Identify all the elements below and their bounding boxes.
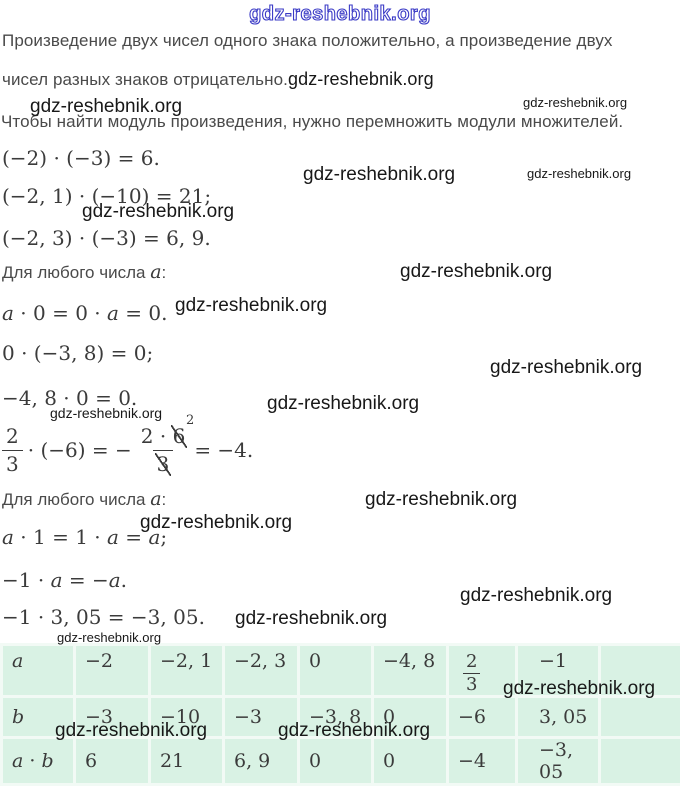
table-cell (598, 694, 680, 739)
table-cell: 21 (148, 735, 225, 786)
watermark: gdz-reshebnik.org (527, 166, 632, 181)
table-cell (598, 643, 680, 698)
fraction-two-thirds: 2 3 (463, 651, 481, 693)
watermark: gdz-reshebnik.org (140, 512, 293, 533)
formula-9: −1 · 3, 05 = −3, 05. (2, 605, 205, 629)
formula-2: (−2, 1) · (−10) = 21; (2, 184, 212, 208)
table-cell-fraction: 2 3 (446, 643, 518, 698)
cancel-superscript: 2 (186, 412, 195, 428)
row-label: b (0, 694, 76, 739)
fraction-denominator: 3 (2, 449, 23, 475)
watermark: gdz-reshebnik.org (30, 96, 183, 117)
cancelled-three: 3 (154, 451, 172, 476)
rule-text-line3: Чтобы найти модуль произведения, нужно п… (1, 112, 624, 131)
formula-6: −4, 8 · 0 = 0. (2, 386, 138, 410)
cancelled-value: 3 (156, 451, 170, 476)
table-row-b: b −3 −10 −3 −3, 8 0 −6 3, 05 (0, 694, 680, 739)
watermark: gdz-reshebnik.org (57, 630, 162, 645)
table-cell: 0 (297, 735, 374, 786)
watermark: gdz-reshebnik.org (267, 393, 420, 414)
table-cell: −2, 3 (222, 643, 300, 698)
fraction-denominator: 3 (152, 449, 174, 476)
rule-text-line1: Произведение двух чисел одного знака пол… (2, 31, 613, 50)
table-cell: −10 (148, 694, 225, 739)
table-cell: −4 (446, 735, 518, 786)
rule-paragraph-sign: Произведение двух чисел одного знака пол… (2, 31, 613, 51)
watermark: gdz-reshebnik.org (278, 720, 431, 741)
table-cell (598, 735, 680, 786)
table-cell: −1 (515, 643, 601, 698)
table-cell: 6, 9 (222, 735, 300, 786)
row-label: a · b (0, 735, 76, 786)
watermark: gdz-reshebnik.org (287, 69, 434, 89)
rule-paragraph-sign-2: чисел разных знаков отрицательно.gdz-res… (2, 69, 434, 90)
watermark: gdz-reshebnik.org (490, 357, 643, 378)
watermark: gdz-reshebnik.org (400, 261, 553, 282)
formula-7: a · 1 = 1 · a = a; (2, 525, 168, 549)
watermark-outlined: gdz-reshebnik.org (249, 2, 431, 25)
formula-4: a · 0 = 0 · a = 0. (2, 301, 168, 325)
table-cell: 3, 05 (515, 694, 601, 739)
table-cell: 0 (371, 694, 449, 739)
watermark: gdz-reshebnik.org (503, 678, 656, 699)
fraction-two-thirds: 2 3 (2, 423, 23, 475)
table-cell: −3, 05 (515, 735, 601, 786)
formula-middle: · (−6) = − (27, 438, 132, 462)
formula-1: (−2) · (−3) = 6. (2, 146, 160, 170)
table-cell: −3 (222, 694, 300, 739)
table-row-product: a · b 6 21 6, 9 0 0 −4 −3, 05 (0, 735, 680, 786)
table-cell: −4, 8 (371, 643, 449, 698)
watermark: gdz-reshebnik.org (175, 295, 328, 316)
any-number-heading-1: Для любого числа a: (2, 261, 167, 283)
table-cell: 0 (371, 735, 449, 786)
any-number-heading-2: Для любого числа a: (2, 488, 167, 510)
watermark: gdz-reshebnik.org (50, 405, 163, 421)
table-row-a: a −2 −2, 1 −2, 3 0 −4, 8 2 3 −1 (0, 643, 680, 698)
numerator-prefix: 2 · (140, 423, 173, 448)
table-cell: −2 (73, 643, 151, 698)
watermark: gdz-reshebnik.org (55, 720, 208, 741)
formula-8: −1 · a = −a. (2, 568, 128, 592)
watermark: gdz-reshebnik.org (303, 164, 456, 185)
table-cell: −2, 1 (148, 643, 225, 698)
table-cell: 6 (73, 735, 151, 786)
table-cell: 0 (297, 643, 374, 698)
products-table: a −2 −2, 1 −2, 3 0 −4, 8 2 3 −1 b −3 −10… (0, 643, 680, 786)
formula-3: (−2, 3) · (−3) = 6, 9. (2, 226, 211, 250)
fraction-numerator: 2 (466, 651, 478, 672)
watermark: gdz-reshebnik.org (365, 489, 518, 510)
rule-text-line2: чисел разных знаков отрицательно. (2, 70, 288, 89)
watermark: gdz-reshebnik.org (523, 95, 628, 110)
table-cell: −3 (73, 694, 151, 739)
table-cell: −6 (446, 694, 518, 739)
formula-result: = −4. (194, 438, 254, 462)
watermark: gdz-reshebnik.org (460, 585, 613, 606)
watermark: gdz-reshebnik.org (235, 608, 388, 629)
formula-5: 0 · (−3, 8) = 0; (2, 341, 154, 365)
fraction-numerator: 2 (6, 423, 19, 448)
cancelled-value: 6 (172, 423, 186, 448)
table-cell: −3, 8 (297, 694, 374, 739)
row-label: a (0, 643, 76, 698)
watermark: gdz-reshebnik.org (82, 201, 235, 222)
fraction-denominator: 3 (463, 672, 481, 693)
rule-paragraph-module: Чтобы найти модуль произведения, нужно п… (1, 112, 623, 132)
